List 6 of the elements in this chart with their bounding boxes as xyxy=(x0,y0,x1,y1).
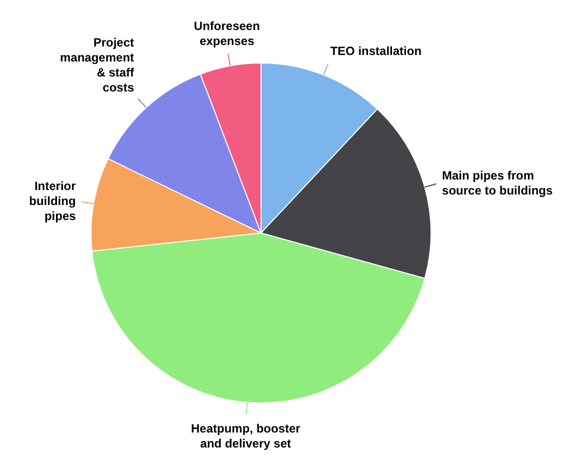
slice-label: Heatpump, booster and delivery set xyxy=(190,421,301,450)
slice-label: TEO installation xyxy=(330,44,422,58)
slice-label: Interior building pipes xyxy=(29,179,76,224)
slice-label: Main pipes from source to buildings xyxy=(442,168,554,198)
slice-label: Project management & staff costs xyxy=(60,35,136,94)
slice-label: Unforeseen expenses xyxy=(194,19,260,48)
